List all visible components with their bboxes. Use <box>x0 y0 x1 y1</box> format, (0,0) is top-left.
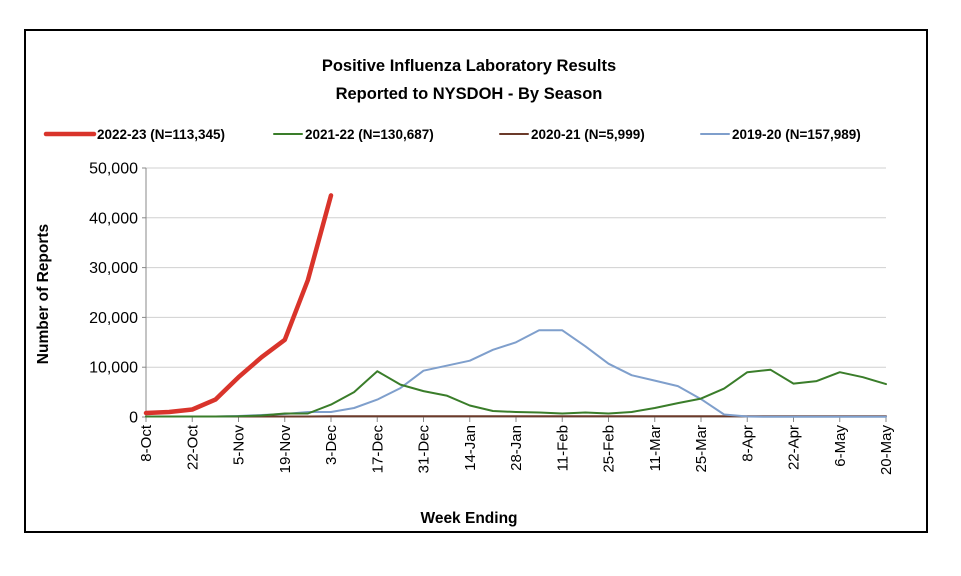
chart-title-line-2: Reported to NYSDOH - By Season <box>336 85 603 103</box>
x-tick-label: 22-Apr <box>786 425 803 470</box>
axes <box>145 168 886 418</box>
x-tick-label: 11-Mar <box>647 425 664 471</box>
y-axis-ticks: 0 10,000 20,000 30,000 40,000 50,000 <box>89 161 146 427</box>
x-tick-label: 8-Apr <box>739 425 756 462</box>
x-tick-label: 25-Feb <box>601 425 618 473</box>
series-line-2021-22 <box>145 368 887 418</box>
gridlines <box>146 167 886 368</box>
x-tick-label: 31-Dec <box>416 425 433 474</box>
legend-label: 2019-20 (N=157,989) <box>732 127 861 142</box>
chart-title-line-1: Positive Influenza Laboratory Results <box>322 57 616 75</box>
legend-label: 2021-22 (N=130,687) <box>305 127 434 142</box>
y-tick-label: 30,000 <box>89 260 138 277</box>
x-tick-label: 22-Oct <box>184 424 201 470</box>
y-tick-label: 20,000 <box>89 310 138 327</box>
x-tick-label: 5-Nov <box>231 425 248 466</box>
series-line-2022-23 <box>143 193 334 416</box>
x-tick-label: 3-Dec <box>323 425 340 466</box>
y-tick-label: 0 <box>129 410 138 427</box>
chart-frame: Positive Influenza Laboratory Results Re… <box>24 29 928 533</box>
x-tick-label: 14-Jan <box>462 425 479 471</box>
x-axis-label: Week Ending <box>420 510 517 527</box>
x-tick-label: 8-Oct <box>138 424 155 462</box>
y-tick-label: 50,000 <box>89 161 138 178</box>
series-group <box>143 193 887 418</box>
x-tick-label: 6-May <box>832 425 849 467</box>
y-tick-label: 10,000 <box>89 360 138 377</box>
x-tick-label: 17-Dec <box>369 425 386 474</box>
x-tick-label: 28-Jan <box>508 425 525 471</box>
legend: 2022-23 (N=113,345) 2021-22 (N=130,687) 20… <box>43 127 861 142</box>
y-tick-label: 40,000 <box>89 210 138 227</box>
legend-label: 2020-21 (N=5,999) <box>531 127 645 142</box>
x-tick-label: 20-May <box>878 425 895 476</box>
legend-label: 2022-23 (N=113,345) <box>97 127 225 142</box>
chart-canvas: Positive Influenza Laboratory Results Re… <box>35 57 895 527</box>
x-tick-label: 11-Feb <box>554 425 571 471</box>
x-tick-label: 19-Nov <box>277 425 294 474</box>
x-tick-label: 25-Mar <box>693 425 710 473</box>
x-axis-ticks: 8-Oct 22-Oct 5-Nov 19-Nov 3-Dec 17-Dec 31-Dec 1… <box>138 417 895 475</box>
y-axis-label: Number of Reports <box>35 224 52 364</box>
